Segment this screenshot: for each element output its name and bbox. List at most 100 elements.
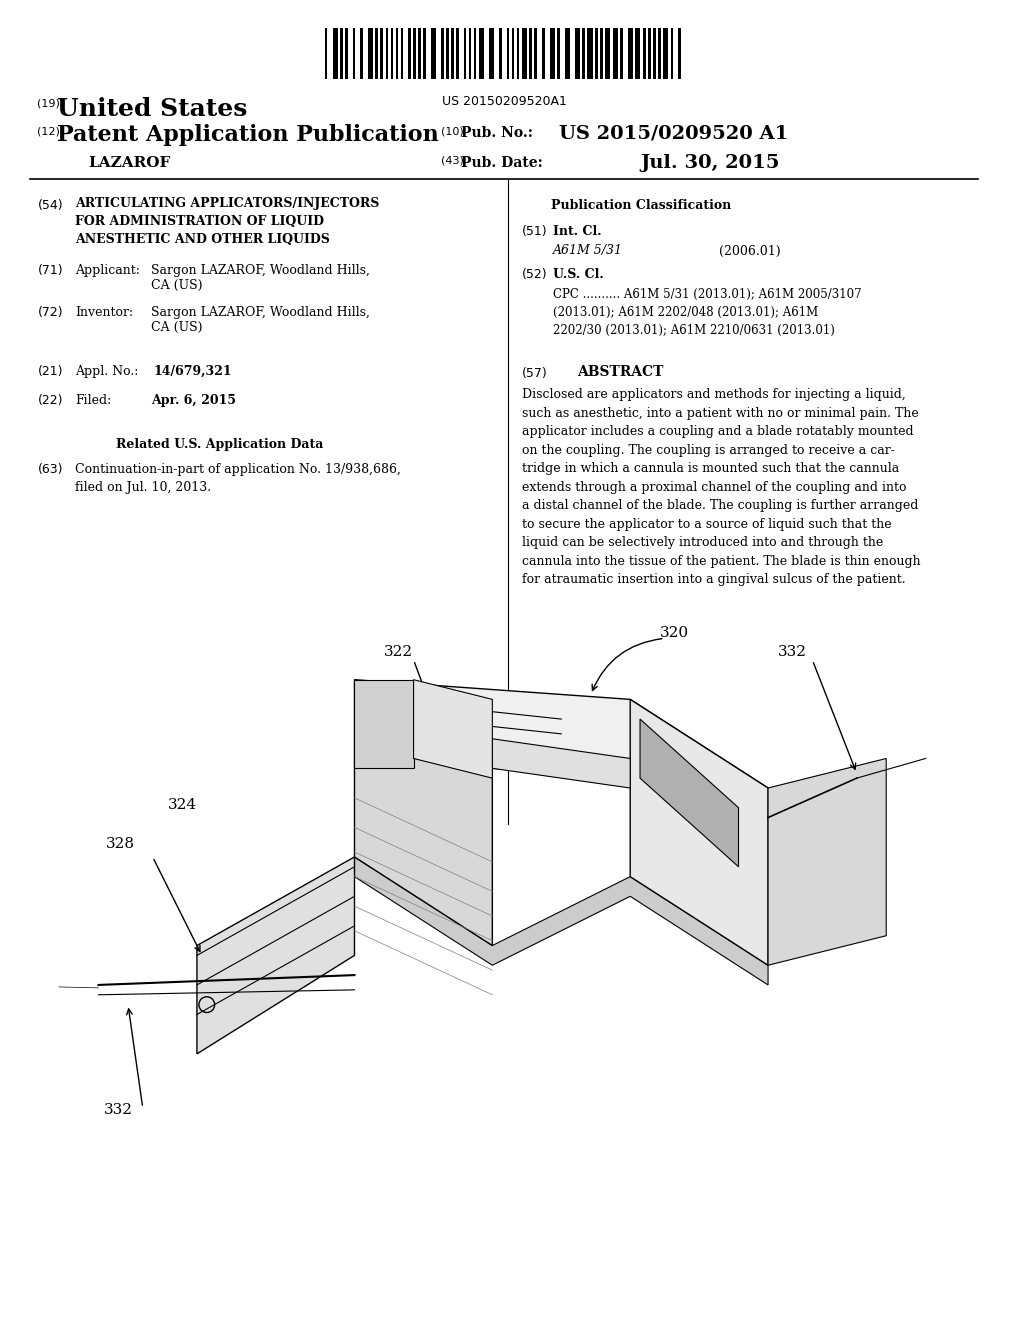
Text: ARTICULATING APPLICATORS/INJECTORS
FOR ADMINISTRATION OF LIQUID
ANESTHETIC AND O: ARTICULATING APPLICATORS/INJECTORS FOR A… [75, 197, 379, 247]
Text: US 20150209520A1: US 20150209520A1 [441, 95, 566, 108]
Bar [583, 28, 585, 79]
Text: Pub. Date:: Pub. Date: [461, 156, 543, 170]
Text: (57): (57) [522, 367, 548, 380]
Bar [414, 28, 416, 79]
Bar [605, 28, 610, 79]
Text: Related U.S. Application Data: Related U.S. Application Data [116, 438, 324, 451]
Polygon shape [354, 680, 414, 768]
Bar [643, 28, 645, 79]
Text: (54): (54) [38, 199, 63, 213]
Text: Appl. No.:: Appl. No.: [75, 364, 138, 378]
Polygon shape [354, 857, 768, 985]
Bar [653, 28, 655, 79]
Bar [479, 28, 484, 79]
Bar [542, 28, 545, 79]
Bar [325, 28, 328, 79]
Bar [333, 28, 338, 79]
Bar [340, 28, 343, 79]
Text: 320: 320 [659, 626, 689, 639]
Bar [612, 28, 617, 79]
Polygon shape [354, 680, 493, 945]
Bar [457, 28, 459, 79]
Text: (12): (12) [38, 127, 60, 136]
Bar [395, 28, 398, 79]
Bar [678, 28, 681, 79]
Bar [535, 28, 537, 79]
Bar [489, 28, 494, 79]
Bar [664, 28, 669, 79]
Polygon shape [640, 719, 738, 867]
Text: (21): (21) [38, 364, 62, 378]
Bar [517, 28, 519, 79]
Bar [385, 28, 388, 79]
Text: CPC .......... A61M 5/31 (2013.01); A61M 2005/3107
(2013.01); A61M 2202/048 (201: CPC .......... A61M 5/31 (2013.01); A61M… [553, 288, 862, 337]
Text: A61M 5/31: A61M 5/31 [553, 244, 624, 257]
Bar [628, 28, 633, 79]
Text: Inventor:: Inventor: [75, 305, 133, 318]
Bar [360, 28, 362, 79]
Text: Sargon LAZAROF, Woodland Hills,
CA (US): Sargon LAZAROF, Woodland Hills, CA (US) [151, 305, 370, 334]
Text: U.S. Cl.: U.S. Cl. [553, 268, 604, 281]
Bar [419, 28, 421, 79]
Text: 332: 332 [103, 1104, 132, 1117]
Bar [550, 28, 555, 79]
Bar [469, 28, 471, 79]
Text: Pub. No.:: Pub. No.: [461, 127, 532, 140]
Text: Apr. 6, 2015: Apr. 6, 2015 [151, 395, 236, 407]
Polygon shape [354, 680, 768, 788]
Text: (22): (22) [38, 395, 62, 407]
Bar [565, 28, 569, 79]
Text: Jul. 30, 2015: Jul. 30, 2015 [640, 154, 779, 172]
Bar [352, 28, 355, 79]
Bar [381, 28, 383, 79]
Text: (52): (52) [522, 268, 548, 281]
Text: 324: 324 [167, 797, 197, 812]
Bar [671, 28, 673, 79]
Text: LAZAROF: LAZAROF [89, 156, 171, 170]
Polygon shape [197, 857, 354, 1053]
Bar [345, 28, 348, 79]
Bar [499, 28, 502, 79]
Bar [441, 28, 443, 79]
Bar [446, 28, 449, 79]
Text: Continuation-in-part of application No. 13/938,686,
filed on Jul. 10, 2013.: Continuation-in-part of application No. … [75, 463, 400, 494]
Bar [557, 28, 560, 79]
Polygon shape [630, 700, 768, 965]
Bar [400, 28, 403, 79]
Bar [621, 28, 623, 79]
Text: (2006.01): (2006.01) [719, 244, 780, 257]
Bar [464, 28, 466, 79]
Text: 328: 328 [106, 837, 135, 851]
Text: (51): (51) [522, 224, 548, 238]
Bar [423, 28, 426, 79]
Bar [636, 28, 640, 79]
Bar [529, 28, 531, 79]
Bar [648, 28, 650, 79]
Bar [512, 28, 514, 79]
Text: US 2015/0209520 A1: US 2015/0209520 A1 [559, 124, 788, 143]
Text: Publication Classification: Publication Classification [551, 199, 732, 213]
Text: Patent Application Publication: Patent Application Publication [57, 124, 439, 147]
Text: (43): (43) [441, 156, 464, 166]
Bar [368, 28, 373, 79]
Polygon shape [414, 680, 493, 779]
Text: ABSTRACT: ABSTRACT [578, 364, 664, 379]
Text: (71): (71) [38, 264, 63, 277]
Bar [658, 28, 660, 79]
Bar [409, 28, 411, 79]
Text: 14/679,321: 14/679,321 [154, 364, 232, 378]
Bar [507, 28, 509, 79]
Text: 332: 332 [778, 645, 807, 659]
Polygon shape [493, 739, 630, 788]
Text: Applicant:: Applicant: [75, 264, 139, 277]
Bar [474, 28, 476, 79]
Text: (10): (10) [441, 127, 464, 136]
Polygon shape [768, 759, 886, 965]
Bar [431, 28, 436, 79]
Text: Sargon LAZAROF, Woodland Hills,
CA (US): Sargon LAZAROF, Woodland Hills, CA (US) [151, 264, 370, 292]
Text: Int. Cl.: Int. Cl. [553, 224, 602, 238]
Bar [588, 28, 593, 79]
Bar [595, 28, 598, 79]
Bar [600, 28, 602, 79]
Text: United States: United States [57, 96, 248, 120]
